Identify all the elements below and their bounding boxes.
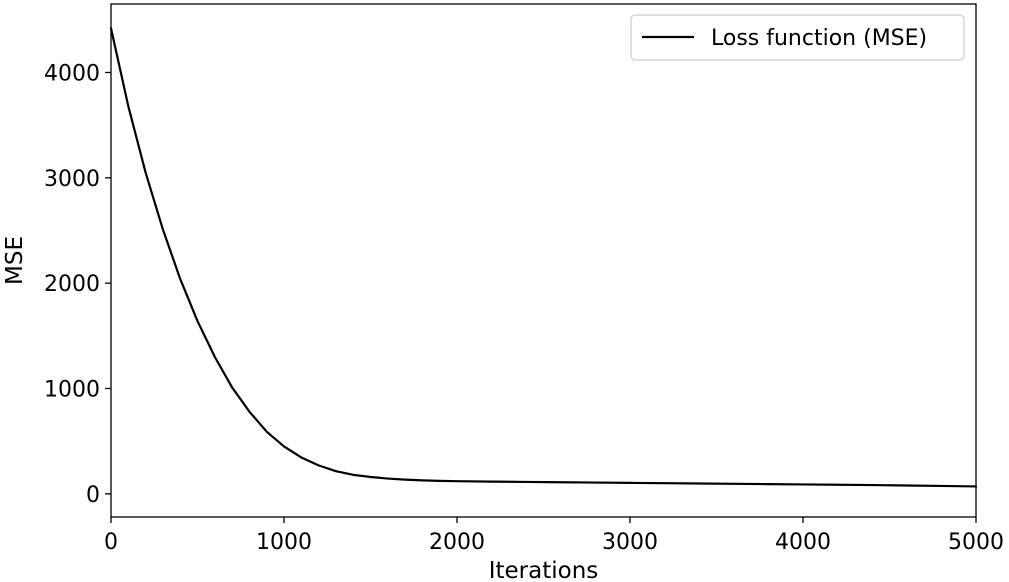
x-tick-label: 1000 [256, 530, 312, 555]
x-tick-label: 0 [104, 530, 118, 555]
legend: Loss function (MSE) [630, 14, 965, 61]
series-layer [109, 27, 978, 488]
plot-area [110, 3, 977, 518]
y-tick-label: 1000 [44, 377, 100, 402]
y-tick-label: 2000 [44, 272, 100, 297]
x-tick-label: 2000 [429, 530, 485, 555]
y-axis-label: MSE [2, 236, 28, 285]
x-axis-label: Iterations [489, 558, 599, 582]
x-tick-label: 5000 [948, 530, 1004, 555]
y-tick-label: 3000 [44, 167, 100, 192]
plot-frame [110, 3, 977, 518]
legend-label: Loss function (MSE) [711, 26, 927, 51]
y-axis: 0 1000 2000 3000 4000 [44, 61, 111, 508]
y-tick-label: 4000 [44, 61, 100, 86]
x-tick-label: 4000 [775, 530, 831, 555]
legend-box [630, 14, 965, 61]
x-axis: 0 1000 2000 3000 4000 5000 [104, 517, 1004, 555]
y-tick-label: 0 [86, 483, 100, 508]
x-tick-label: 3000 [602, 530, 658, 555]
series-line-0 [109, 27, 978, 488]
